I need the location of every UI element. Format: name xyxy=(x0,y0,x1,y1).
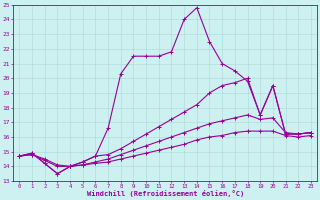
X-axis label: Windchill (Refroidissement éolien,°C): Windchill (Refroidissement éolien,°C) xyxy=(86,190,244,197)
